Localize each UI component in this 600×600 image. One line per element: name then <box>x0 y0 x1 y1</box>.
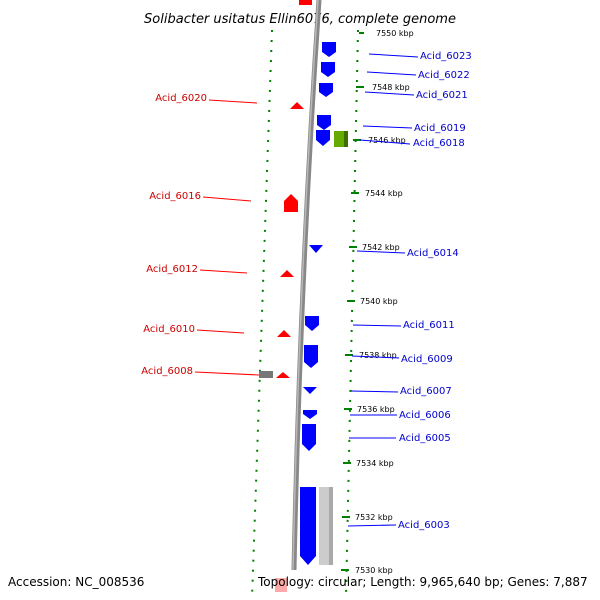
gene-arrow-acid-6018 <box>316 130 330 146</box>
feature-green-block-shade <box>344 131 348 147</box>
kbp-label: 7550 kbp <box>376 29 414 38</box>
gene-label-acid-6007[interactable]: Acid_6007 <box>400 386 452 397</box>
label-leader-line <box>359 139 411 145</box>
label-leader-line <box>364 91 415 96</box>
chromosome-backbone <box>291 0 322 571</box>
label-leader-line <box>362 125 413 129</box>
gene-label-acid-6016[interactable]: Acid_6016 <box>149 191 201 202</box>
label-leader-line <box>351 355 400 359</box>
label-leader-line <box>196 329 245 334</box>
gene-arrow-bottom-partial <box>275 578 287 592</box>
label-leader-line <box>202 196 252 202</box>
feature-grey-block-shade <box>329 487 333 565</box>
gene-arrow-acid-6020 <box>290 102 304 109</box>
gene-arrow-top-partial <box>299 0 312 5</box>
kbp-label: 7546 kbp <box>368 136 406 145</box>
gene-label-acid-6019[interactable]: Acid_6019 <box>414 123 466 134</box>
gene-label-acid-6014[interactable]: Acid_6014 <box>407 248 459 259</box>
gene-arrow-acid-6006 <box>303 410 317 419</box>
label-leader-line <box>194 371 260 376</box>
gene-label-acid-6020[interactable]: Acid_6020 <box>155 93 207 104</box>
genome-stats-label: Topology: circular; Length: 9,965,640 bp… <box>258 575 588 589</box>
feature-grey-small <box>259 371 273 378</box>
kbp-label: 7530 kbp <box>355 566 393 575</box>
gene-arrow-acid-6007 <box>303 387 317 394</box>
gene-arrow-acid-6021 <box>319 83 333 97</box>
gene-arrow-acid-6023 <box>322 42 336 57</box>
gene-arrow-acid-6016 <box>284 194 298 212</box>
kbp-label: 7532 kbp <box>355 513 393 522</box>
gene-arrow-acid-6014 <box>309 245 323 253</box>
kbp-label: 7536 kbp <box>357 405 395 414</box>
gene-label-acid-6022[interactable]: Acid_6022 <box>418 70 470 81</box>
label-leader-line <box>199 269 248 274</box>
gene-label-acid-6023[interactable]: Acid_6023 <box>420 51 472 62</box>
label-leader-line <box>366 71 417 76</box>
gene-label-acid-6010[interactable]: Acid_6010 <box>143 324 195 335</box>
label-leader-line <box>350 390 399 393</box>
label-leader-line <box>347 524 397 527</box>
gene-arrow-acid-6003 <box>300 487 316 565</box>
gene-label-acid-6003[interactable]: Acid_6003 <box>398 520 450 531</box>
gene-label-acid-6011[interactable]: Acid_6011 <box>403 320 455 331</box>
gene-arrow-acid-6008 <box>276 372 290 378</box>
gene-arrow-acid-6005 <box>302 424 316 451</box>
gene-arrow-acid-6009 <box>304 345 318 368</box>
gene-arrow-acid-6012 <box>280 270 294 277</box>
kbp-label: 7534 kbp <box>356 459 394 468</box>
right-gene-labels: Acid_6023 Acid_6022 Acid_6021 Acid_6019 … <box>347 51 472 531</box>
left-gene-labels: Acid_6020 Acid_6016 Acid_6012 Acid_6010 … <box>141 93 260 377</box>
kbp-label: 7542 kbp <box>362 243 400 252</box>
gene-label-acid-6008[interactable]: Acid_6008 <box>141 366 193 377</box>
label-leader-line <box>208 99 258 104</box>
kbp-label: 7538 kbp <box>359 351 397 360</box>
left-tick-track <box>251 29 273 599</box>
label-leader-line <box>352 324 402 327</box>
gene-label-acid-6018[interactable]: Acid_6018 <box>413 138 465 149</box>
gene-label-acid-6006[interactable]: Acid_6006 <box>399 410 451 421</box>
kbp-label: 7540 kbp <box>360 297 398 306</box>
gene-arrow-acid-6010 <box>277 330 291 337</box>
accession-label: Accession: NC_008536 <box>8 575 145 589</box>
gene-label-acid-6012[interactable]: Acid_6012 <box>146 264 198 275</box>
genome-title: Solibacter usitatus Ellin6076, complete … <box>144 12 456 27</box>
gene-label-acid-6005[interactable]: Acid_6005 <box>399 433 451 444</box>
label-leader-line <box>356 250 406 254</box>
label-leader-line <box>368 53 419 58</box>
gene-arrow-acid-6011 <box>305 316 319 331</box>
gene-arrow-acid-6019 <box>317 115 331 130</box>
gene-arrow-acid-6022 <box>321 62 335 77</box>
kbp-label: 7544 kbp <box>365 189 403 198</box>
gene-label-acid-6021[interactable]: Acid_6021 <box>416 90 468 101</box>
chromosome-backbone-highlight <box>292 0 319 571</box>
kbp-marks: 7550 kbp 7548 kbp 7546 kbp 7544 kbp 7542… <box>341 29 414 575</box>
gene-label-acid-6009[interactable]: Acid_6009 <box>401 354 453 365</box>
kbp-label: 7548 kbp <box>372 83 410 92</box>
